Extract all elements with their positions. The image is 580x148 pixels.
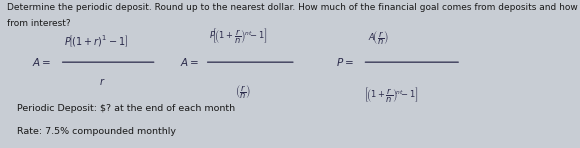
Text: Periodic Deposit: $? at the end of each month: Periodic Deposit: $? at the end of each … [17, 104, 235, 113]
Text: $A=$: $A=$ [32, 56, 51, 68]
Text: $\left(\dfrac{r}{n}\right)$: $\left(\dfrac{r}{n}\right)$ [235, 83, 251, 100]
Text: $P=$: $P=$ [336, 56, 354, 68]
Text: Determine the periodic deposit. Round up to the nearest dollar. How much of the : Determine the periodic deposit. Round up… [7, 3, 580, 12]
Text: $\left[\!\left(1+\dfrac{r}{n}\right)^{\!nt}\!\!-1\right]$: $\left[\!\left(1+\dfrac{r}{n}\right)^{\!… [364, 85, 419, 104]
Text: $r$: $r$ [99, 76, 105, 87]
Text: Rate: 7.5% compounded monthly: Rate: 7.5% compounded monthly [17, 127, 176, 136]
Text: $A\!\left(\dfrac{r}{n}\right)$: $A\!\left(\dfrac{r}{n}\right)$ [368, 30, 389, 47]
Text: from interest?: from interest? [7, 19, 71, 28]
Text: $P\!\left[\!\left(1+\dfrac{r}{n}\right)^{\!nt}\!\!-1\right]$: $P\!\left[\!\left(1+\dfrac{r}{n}\right)^… [209, 26, 267, 45]
Text: $P\!\left[(1+r)^1-1\right]$: $P\!\left[(1+r)^1-1\right]$ [64, 34, 128, 49]
Text: $A=$: $A=$ [180, 56, 199, 68]
